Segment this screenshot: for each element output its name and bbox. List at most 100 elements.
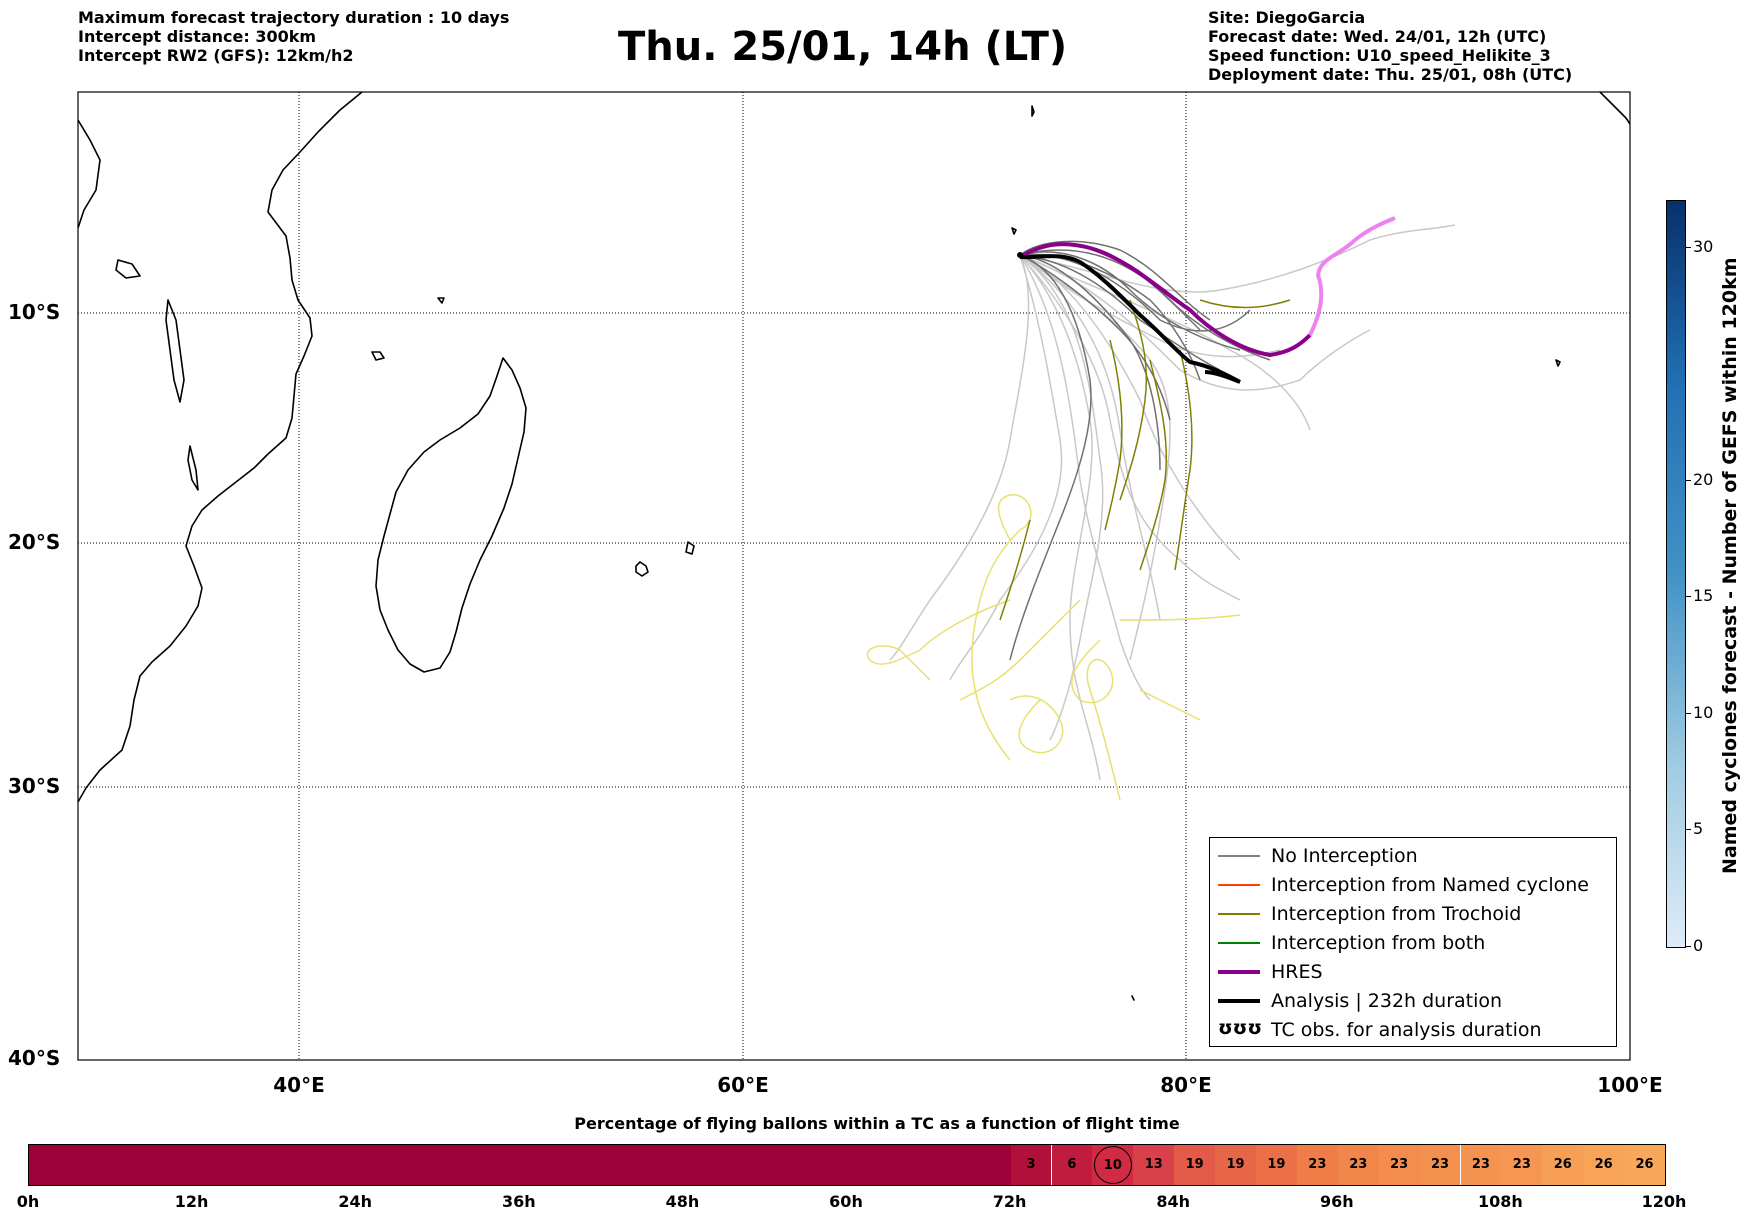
legend-label: Interception from Named cyclone — [1271, 874, 1589, 896]
legend-swatch — [1218, 913, 1260, 915]
amsterdam-island — [1131, 995, 1135, 1001]
deployment-date-text: Deployment date: Thu. 25/01, 08h (UTC) — [1208, 65, 1573, 84]
colorbar-tick-label: 15 — [1693, 586, 1714, 606]
legend-entry-analysis: Analysis | 232h duration — [1210, 987, 1616, 1016]
colorbar-title: Named cyclones forecast - Number of GEFS… — [1719, 257, 1741, 874]
current-time-marker: 10 — [1093, 1146, 1132, 1184]
flight-time-cell: 3 — [1010, 1145, 1052, 1185]
flight-time-tick-label: 60h — [829, 1192, 863, 1211]
lake-malawi — [187, 445, 199, 491]
light-traj-long-east — [1019, 224, 1456, 293]
flight-time-tick-label: 12h — [174, 1192, 209, 1211]
reunion — [635, 561, 649, 577]
colorbar-tick — [1686, 479, 1691, 481]
max-duration-text: Maximum forecast trajectory duration : 1… — [78, 8, 510, 27]
flight-time-cell: 23 — [1501, 1145, 1543, 1185]
legend-label: HRES — [1271, 961, 1323, 983]
legend-entry-hres: HRES — [1210, 958, 1616, 987]
legend-swatch — [1218, 999, 1260, 1003]
africa-coast — [78, 92, 363, 803]
intercept-rw2-text: Intercept RW2 (GFS): 12km/h2 — [78, 46, 354, 65]
legend-entry-both: Interception from both — [1210, 929, 1616, 958]
chagos — [1011, 227, 1017, 235]
legend-label: Analysis | 232h duration — [1271, 990, 1503, 1012]
legend-swatch — [1218, 884, 1260, 886]
deployment-site-marker — [1017, 252, 1023, 258]
coastlines — [78, 92, 1630, 1001]
analysis-trajectory — [1019, 254, 1241, 384]
flight-time-cell: 19 — [1215, 1145, 1256, 1185]
intercept-distance-text: Intercept distance: 300km — [78, 27, 317, 46]
flight-time-tick-label: 96h — [1319, 1192, 1354, 1211]
legend-entry-tc-obs: ʊʊʊ TC obs. for analysis duration — [1210, 1016, 1616, 1045]
colorbar-tick — [1686, 246, 1691, 248]
flight-time-cell: 23 — [1460, 1145, 1502, 1185]
flight-time-cell: 26 — [1583, 1145, 1625, 1185]
colorbar-tick-label: 0 — [1693, 936, 1704, 955]
hres-trajectory — [1018, 242, 1312, 358]
flight-time-cell: 23 — [1419, 1145, 1461, 1185]
flight-time-tick-label: 84h — [1156, 1192, 1191, 1211]
legend-label: No Interception — [1271, 845, 1418, 867]
main-title: Thu. 25/01, 14h (LT) — [618, 24, 1068, 70]
cyclone-colorbar — [1666, 200, 1686, 948]
flight-time-cell: 19 — [1256, 1145, 1297, 1185]
lat-label-40s: 40°S — [8, 1046, 61, 1070]
flight-time-cell: 23 — [1378, 1145, 1420, 1185]
flight-time-tick-label: 120h — [1641, 1192, 1687, 1211]
mauritius — [685, 541, 695, 555]
colorbar-tick-label: 30 — [1693, 236, 1714, 256]
cocos-island — [1555, 359, 1561, 367]
flight-time-tick-label: 24h — [338, 1192, 373, 1211]
lon-label-40e: 40°E — [273, 1073, 325, 1097]
flight-time-bar-title: Percentage of flying ballons within a TC… — [574, 1114, 1180, 1133]
africa-coast-north — [78, 119, 101, 229]
header-left: Maximum forecast trajectory duration : 1… — [78, 8, 509, 65]
legend-entry-no-interception: No Interception — [1210, 842, 1616, 871]
colorbar-tick-label: 20 — [1693, 469, 1714, 489]
legend-entry-trochoid: Interception from Trochoid — [1210, 900, 1616, 929]
colorbar-tick-label: 5 — [1693, 819, 1704, 839]
speed-function-text: Speed function: U10_speed_Helikite_3 — [1208, 46, 1551, 65]
legend-label: TC obs. for analysis duration — [1271, 1019, 1542, 1041]
colorbar-tick — [1686, 596, 1691, 598]
header-right: Site: DiegoGarcia Forecast date: Wed. 24… — [1208, 8, 1572, 84]
trajectories-yellow — [866, 494, 1241, 801]
flight-time-tick-label: 108h — [1477, 1192, 1523, 1211]
tc-obs-icon: ʊʊʊ — [1218, 1017, 1263, 1039]
legend-swatch — [1218, 855, 1260, 857]
flight-time-cell: 19 — [1174, 1145, 1216, 1185]
flight-time-cell: 26 — [1542, 1145, 1584, 1185]
flight-time-tick-label: 48h — [665, 1192, 700, 1211]
flight-time-cell: 13 — [1133, 1145, 1175, 1185]
colorbar-tick — [1686, 712, 1691, 714]
map-grid — [78, 92, 1630, 1060]
legend-label: Interception from both — [1271, 932, 1486, 954]
legend-label: Interception from Trochoid — [1271, 903, 1522, 925]
map-legend: No Interception Interception from Named … — [1209, 837, 1617, 1047]
forecast-date-text: Forecast date: Wed. 24/01, 12h (UTC) — [1208, 27, 1547, 46]
gray-traj-south — [1009, 254, 1092, 661]
hres-trajectory-extension — [1308, 216, 1396, 336]
lake-victoria — [115, 259, 141, 279]
colorbar-tick-label: 10 — [1693, 702, 1714, 722]
site-text: Site: DiegoGarcia — [1208, 8, 1366, 27]
trajectories-gray — [1009, 240, 1271, 661]
flight-time-tick-label: 36h — [501, 1192, 536, 1211]
lon-label-100e: 100°E — [1597, 1073, 1663, 1097]
colorbar-tick — [1686, 829, 1691, 831]
maldives — [1031, 105, 1035, 117]
flight-time-bar: 3 6 10 13 19 19 19 23 23 23 23 23 23 26 26 26 — [28, 1144, 1666, 1186]
colorbar-tick — [1686, 946, 1691, 947]
flight-time-tick-label: 72h — [992, 1192, 1027, 1211]
lat-label-20s: 20°S — [8, 530, 61, 554]
lat-label-30s: 30°S — [8, 774, 61, 798]
lon-label-80e: 80°E — [1160, 1073, 1212, 1097]
legend-swatch — [1218, 970, 1260, 974]
madagascar — [375, 357, 527, 673]
lake-tanganyika — [165, 299, 185, 403]
flight-time-cell-base — [29, 1145, 1011, 1185]
flight-time-tick-label: 0h — [16, 1192, 40, 1211]
lat-label-10s: 10°S — [8, 300, 61, 324]
